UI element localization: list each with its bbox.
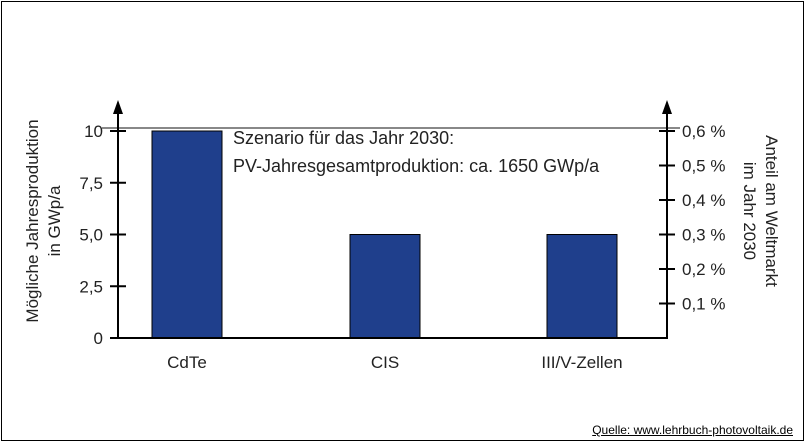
y-tick-label: 5,0 <box>79 226 103 245</box>
y-axis-label-line-2: in GWp/a <box>45 185 64 256</box>
y-tick-label: 10 <box>84 122 103 141</box>
category-label: CIS <box>371 353 399 372</box>
y-axis-left-arrow <box>113 100 123 114</box>
category-label: III/V-Zellen <box>541 353 622 372</box>
category-label: CdTe <box>167 353 207 372</box>
bar-iii-v-zellen <box>546 234 618 339</box>
y2-tick-label: 0,4 % <box>682 191 725 210</box>
bar-cdte <box>151 130 223 339</box>
annotation-line-1: Szenario für das Jahr 2030: <box>233 128 454 148</box>
y2-axis-label-line-2: im Jahr 2030 <box>740 162 759 260</box>
y-tick-label: 7,5 <box>79 174 103 193</box>
y-axis-right-arrow <box>662 100 672 114</box>
y2-axis-label-line-1: Anteil am Weltmarkt <box>762 135 781 287</box>
y2-tick-label: 0,3 % <box>682 226 725 245</box>
y2-tick-label: 0,2 % <box>682 260 725 279</box>
y-tick-label: 2,5 <box>79 277 103 296</box>
y-tick-label: 0 <box>94 329 103 348</box>
chart-frame <box>1 1 804 441</box>
y-axis-label-line-1: Mögliche Jahresproduktion <box>23 119 42 322</box>
annotation-line-2: PV-Jahresgesamtproduktion: ca. 1650 GWp/… <box>233 156 600 176</box>
y2-tick-label: 0,6 % <box>682 122 725 141</box>
source-link[interactable]: Quelle: www.lehrbuch-photovoltaik.de <box>592 423 793 437</box>
bar-cis <box>349 234 421 339</box>
y2-tick-label: 0,1 % <box>682 295 725 314</box>
y2-tick-label: 0,5 % <box>682 157 725 176</box>
